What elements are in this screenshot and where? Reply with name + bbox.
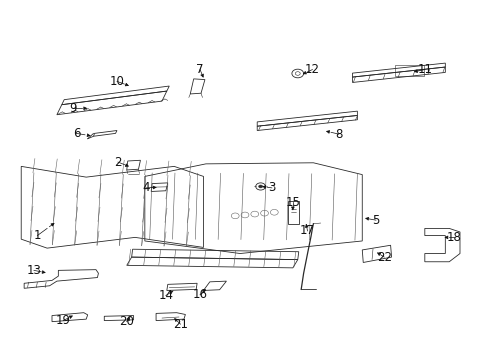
Text: 1: 1	[34, 229, 41, 242]
Text: 14: 14	[158, 289, 173, 302]
Text: 16: 16	[193, 288, 208, 301]
Text: 5: 5	[372, 214, 380, 227]
Text: 19: 19	[56, 314, 71, 327]
Text: 21: 21	[173, 318, 188, 331]
Text: 10: 10	[110, 75, 124, 88]
Text: 7: 7	[196, 63, 204, 76]
Text: 22: 22	[377, 251, 392, 264]
Circle shape	[259, 185, 263, 188]
Text: 3: 3	[268, 181, 275, 194]
Text: 15: 15	[286, 196, 300, 209]
Text: 4: 4	[143, 181, 150, 194]
Text: 11: 11	[417, 63, 432, 76]
Text: 8: 8	[335, 127, 343, 141]
Text: 13: 13	[26, 264, 41, 277]
Text: 12: 12	[305, 63, 320, 76]
Text: 18: 18	[447, 231, 462, 244]
Text: 20: 20	[120, 315, 134, 328]
Text: 6: 6	[73, 127, 80, 140]
Text: 9: 9	[69, 102, 77, 115]
Text: 2: 2	[114, 156, 122, 168]
Text: 17: 17	[300, 224, 315, 238]
